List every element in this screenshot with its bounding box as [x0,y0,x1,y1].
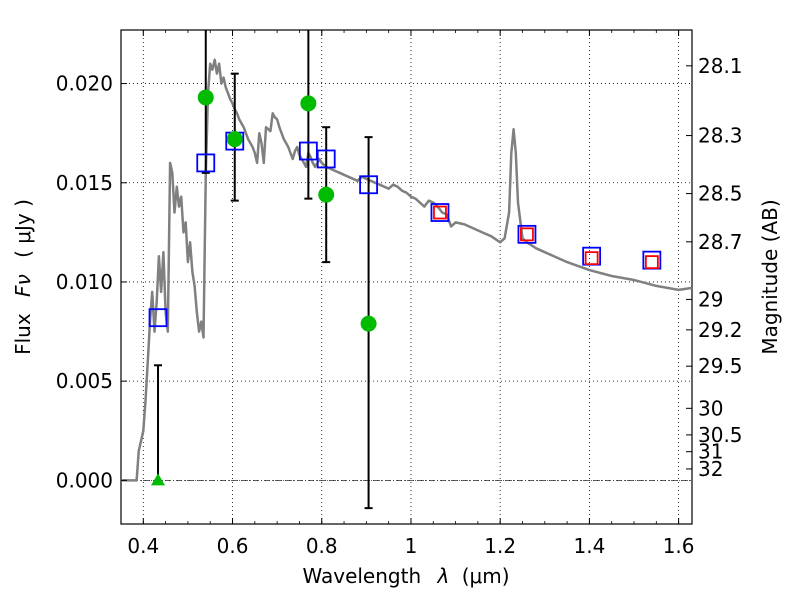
magnitude-tick-label: 30.5 [698,423,743,447]
x-axis-label: Wavelength λ (μm) [302,564,509,588]
x-axis-label-unit: (μm) [462,564,510,588]
filled-circle-point [360,315,377,332]
model-sed-line [121,58,693,482]
y-tick-label: 0.010 [56,270,113,294]
open-square-point [316,149,336,169]
y-tick-label: 0.000 [56,468,113,492]
magnitude-tick-label: 30 [698,396,723,420]
y-tick-label: 0.005 [56,369,113,393]
open-square-point [433,205,447,220]
magnitude-tick-label: 28.1 [698,54,743,78]
magnitude-tick-label: 28.7 [698,230,743,254]
magnitude-tick-label: 28.3 [698,124,743,148]
open-square-point [520,227,534,242]
x-tick-label: 1.4 [573,534,605,558]
y-axis-label: Flux Fν ( μJy ) [11,199,35,355]
x-tick-label: 1.2 [484,534,516,558]
filled-circle-point [197,89,214,106]
open-square-point [644,255,659,270]
magnitude-tick-label: 29.2 [698,318,743,342]
open-square-point [196,153,216,173]
y-axis-ticks: 0.000 0.005 0.010 0.015 0.020 [56,72,127,492]
magnitude-tick-label: 29.5 [698,354,743,378]
x-axis-label-symbol: λ [437,564,450,588]
open-square-point [430,203,450,222]
x-tick-label: 0.8 [306,534,338,558]
x-tick-label: 0.6 [217,534,249,558]
y-axis-label-symbol: Fν [11,274,35,297]
data-markers [148,89,662,486]
y-axis-label-unit: ( μJy ) [11,199,35,258]
x-axis-label-text: Wavelength [302,564,421,588]
model-sed [121,58,693,482]
magnitude-tick-label: 29 [698,287,723,311]
x-axis-ticks: 0.4 0.6 0.8 1 1.2 1.4 1.6 [120,30,695,558]
open-square-point [584,251,599,266]
open-square-point [148,308,168,328]
filled-circle-point [226,131,243,148]
magnitude-tick-label: 28.5 [698,182,743,206]
x-tick-label: 1 [405,534,418,558]
magnitude-tick-label: 32 [698,457,723,481]
y-tick-label: 0.020 [56,72,113,96]
filled-circle-point [300,95,317,112]
triangle-point [151,473,166,486]
open-square-point [517,224,537,244]
x-tick-label: 1.6 [663,534,695,558]
filled-circle-point [318,186,335,203]
magnitude-axis-label: Magnitude (AB) [758,199,782,354]
grid [121,30,692,524]
x-tick-label: 0.4 [127,534,159,558]
plot-frame [120,29,693,525]
y-axis-label-text: Flux [11,313,35,355]
y-tick-label: 0.015 [56,171,113,195]
open-square-point [359,175,378,195]
error-bars [154,30,373,510]
magnitude-tick-label: 31 [698,440,723,464]
